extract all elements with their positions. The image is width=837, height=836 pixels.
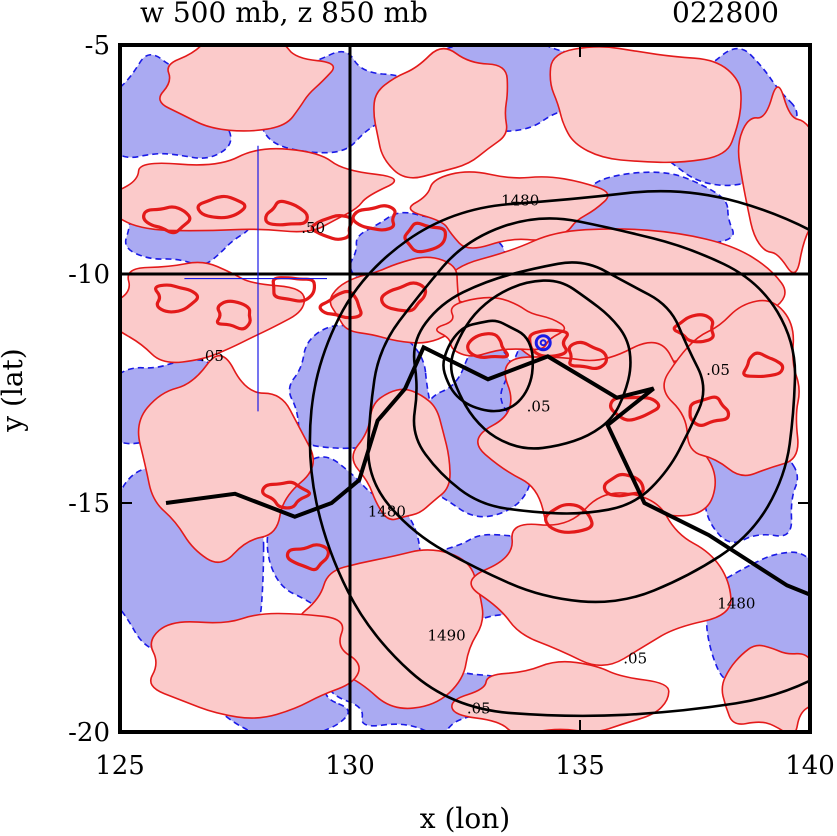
contour-label: .05: [527, 397, 551, 415]
contour-label: 1480: [501, 191, 539, 209]
y-tick-label: -5: [85, 31, 110, 61]
positive-w-region: [137, 355, 315, 564]
x-tick-label: 130: [325, 751, 375, 781]
updraft-contour: [264, 199, 309, 227]
x-axis: 125 130 135 140: [95, 45, 835, 781]
updraft-contour: [318, 289, 363, 320]
x-axis-label: x (lon): [420, 802, 510, 835]
boundary-line: [165, 344, 810, 597]
updraft-contour: [380, 281, 428, 313]
reference-lines: [120, 45, 810, 732]
positive-w-region: [470, 492, 732, 667]
updraft-contour: [672, 313, 715, 344]
contour-label: .05: [706, 361, 730, 379]
positive-w-region: [737, 86, 810, 274]
updraft-contour: [742, 351, 785, 379]
positive-w-region: [721, 644, 810, 732]
updraft-contour: [544, 502, 594, 534]
positive-w-region: [149, 612, 360, 719]
updraft-contour: [154, 283, 200, 314]
height-contour: [442, 319, 535, 413]
x-tick-label: 140: [785, 751, 835, 781]
positive-w-region: [549, 46, 742, 164]
contour-label: .05: [200, 347, 224, 365]
updraft-contour: [142, 205, 192, 235]
contour-label: 1480: [717, 594, 755, 612]
contour-label: 1490: [428, 626, 466, 644]
y-tick-label: -10: [68, 260, 110, 290]
contour-label: .05: [623, 649, 647, 667]
height-contour: [308, 189, 810, 718]
updraft-contour: [310, 214, 354, 241]
updraft-contour: [567, 340, 609, 371]
x-tick-label: 135: [555, 751, 605, 781]
plot-area: .05 .50 1480 1480 1490 .05 .05 1480 .05 .05: [120, 45, 810, 732]
x-tick-label: 125: [95, 751, 145, 781]
updraft-contour: [196, 194, 247, 220]
updraft-contour: [688, 395, 731, 427]
chart-title: w 500 mb, z 850 mb: [140, 0, 428, 29]
positive-w-region: [120, 147, 396, 233]
w-contour-lines: [142, 194, 785, 572]
chart-timestamp: 022800: [672, 0, 779, 29]
positive-w-region: [373, 47, 509, 179]
updraft-contour: [351, 204, 397, 232]
contour-label: 1480: [368, 503, 406, 521]
y-tick-label: -20: [68, 718, 110, 748]
y-tick-label: -15: [68, 489, 110, 519]
positive-w-region: [663, 299, 800, 477]
positive-w-regions: [120, 45, 810, 732]
updraft-contour: [215, 299, 252, 331]
updraft-contour: [466, 332, 510, 359]
cyclone-center-marker: [539, 339, 547, 347]
contour-labels: .05 .50 1480 1480 1490 .05 .05 1480 .05 .05: [200, 191, 755, 717]
plot-frame: [118, 43, 812, 734]
height-contour: [449, 279, 632, 450]
contour-label: .05: [467, 700, 491, 718]
cyclone-center-marker: [534, 334, 552, 352]
height-contour: [412, 261, 705, 515]
y-axis-label: y (lat): [0, 348, 29, 432]
positive-w-region: [159, 45, 335, 132]
y-axis: -5 -10 -15 -20: [68, 31, 810, 748]
updraft-contour: [261, 480, 312, 510]
contour-label: .50: [301, 219, 325, 237]
height-contours: [165, 189, 810, 718]
updraft-contour: [285, 543, 331, 572]
updraft-contour: [608, 395, 661, 422]
